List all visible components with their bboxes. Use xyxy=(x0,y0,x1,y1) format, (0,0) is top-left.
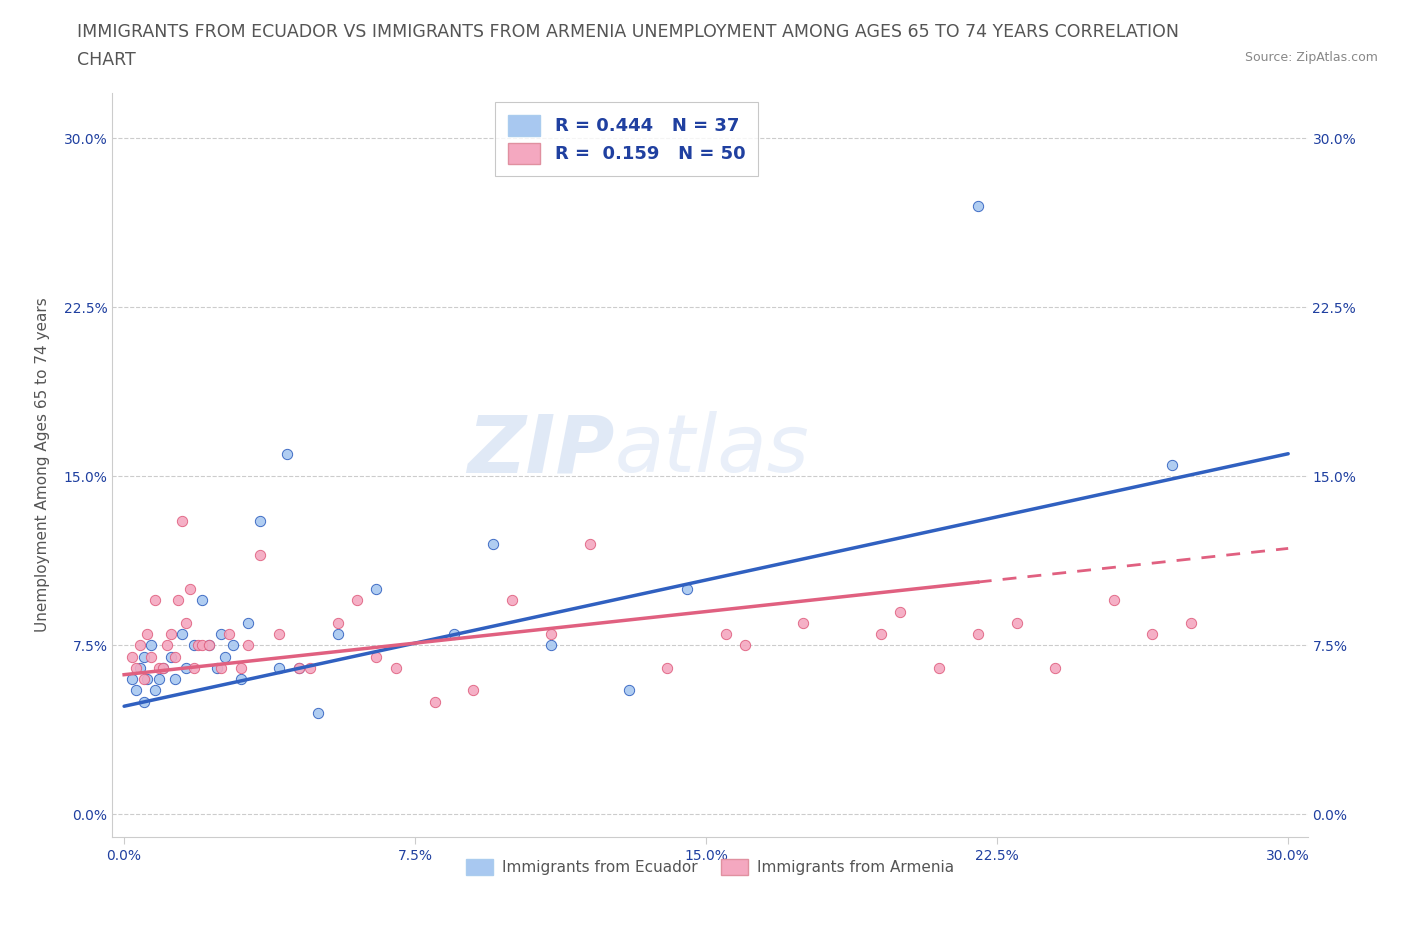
Point xyxy=(159,649,181,664)
Point xyxy=(179,581,201,596)
Text: Source: ZipAtlas.com: Source: ZipAtlas.com xyxy=(1244,51,1378,64)
Point xyxy=(218,627,240,642)
Point xyxy=(198,638,221,653)
Point xyxy=(366,581,388,596)
Point xyxy=(125,660,148,675)
Point xyxy=(159,627,181,642)
Point xyxy=(136,627,159,642)
Point xyxy=(132,649,155,664)
Point xyxy=(1142,627,1164,642)
Point xyxy=(578,537,600,551)
Point xyxy=(183,638,205,653)
Point xyxy=(198,638,221,653)
Point xyxy=(287,660,309,675)
Point xyxy=(187,638,209,653)
Point xyxy=(276,446,298,461)
Point xyxy=(128,638,150,653)
Point xyxy=(132,695,155,710)
Point xyxy=(1102,592,1125,607)
Point xyxy=(222,638,245,653)
Point xyxy=(209,660,232,675)
Legend: Immigrants from Ecuador, Immigrants from Armenia: Immigrants from Ecuador, Immigrants from… xyxy=(460,853,960,882)
Point xyxy=(966,198,988,213)
Point xyxy=(174,616,197,631)
Point xyxy=(423,695,446,710)
Point xyxy=(229,660,252,675)
Point xyxy=(326,616,349,631)
Point xyxy=(443,627,465,642)
Point xyxy=(132,671,155,686)
Point xyxy=(238,616,260,631)
Point xyxy=(346,592,368,607)
Point xyxy=(152,660,174,675)
Point xyxy=(1005,616,1028,631)
Point xyxy=(136,671,159,686)
Point xyxy=(121,671,143,686)
Point xyxy=(792,616,814,631)
Text: IMMIGRANTS FROM ECUADOR VS IMMIGRANTS FROM ARMENIA UNEMPLOYMENT AMONG AGES 65 TO: IMMIGRANTS FROM ECUADOR VS IMMIGRANTS FR… xyxy=(77,23,1180,41)
Point xyxy=(183,660,205,675)
Point xyxy=(163,671,186,686)
Point xyxy=(207,660,229,675)
Y-axis label: Unemployment Among Ages 65 to 74 years: Unemployment Among Ages 65 to 74 years xyxy=(35,298,49,632)
Point xyxy=(1160,458,1182,472)
Point xyxy=(540,638,562,653)
Point xyxy=(163,649,186,664)
Point xyxy=(141,649,163,664)
Point xyxy=(675,581,697,596)
Point xyxy=(190,592,212,607)
Point xyxy=(1045,660,1067,675)
Point xyxy=(299,660,322,675)
Point xyxy=(307,706,329,721)
Point xyxy=(869,627,891,642)
Text: ZIP: ZIP xyxy=(467,411,614,489)
Point xyxy=(214,649,236,664)
Point xyxy=(148,660,170,675)
Point xyxy=(287,660,309,675)
Point xyxy=(463,683,485,698)
Point xyxy=(167,592,190,607)
Point xyxy=(889,604,911,619)
Point xyxy=(156,638,179,653)
Point xyxy=(269,660,291,675)
Point xyxy=(143,683,166,698)
Point xyxy=(966,627,988,642)
Point xyxy=(229,671,252,686)
Point xyxy=(172,514,194,529)
Point xyxy=(617,683,640,698)
Point xyxy=(172,627,194,642)
Point xyxy=(121,649,143,664)
Point xyxy=(1180,616,1202,631)
Point xyxy=(501,592,523,607)
Point xyxy=(143,592,166,607)
Point xyxy=(928,660,950,675)
Point xyxy=(209,627,232,642)
Point xyxy=(125,683,148,698)
Point xyxy=(190,638,212,653)
Point xyxy=(238,638,260,653)
Point xyxy=(249,548,271,563)
Text: CHART: CHART xyxy=(77,51,136,69)
Point xyxy=(269,627,291,642)
Point xyxy=(366,649,388,664)
Point xyxy=(128,660,150,675)
Point xyxy=(481,537,503,551)
Point xyxy=(714,627,737,642)
Point xyxy=(657,660,679,675)
Point xyxy=(249,514,271,529)
Point xyxy=(152,660,174,675)
Point xyxy=(384,660,406,675)
Point xyxy=(141,638,163,653)
Point xyxy=(174,660,197,675)
Point xyxy=(540,627,562,642)
Point xyxy=(326,627,349,642)
Text: atlas: atlas xyxy=(614,411,810,489)
Point xyxy=(734,638,756,653)
Point xyxy=(148,671,170,686)
